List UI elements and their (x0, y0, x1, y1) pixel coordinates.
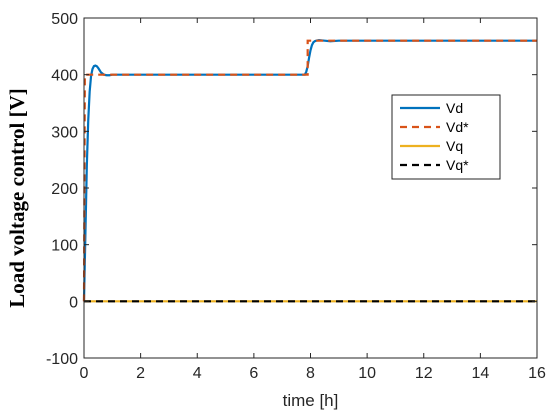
x-tick-label: 8 (306, 365, 315, 382)
x-tick-label: 12 (415, 365, 433, 382)
y-tick-label: 500 (51, 11, 78, 28)
x-tick-label: 4 (193, 365, 202, 382)
legend-label: Vd (446, 100, 463, 116)
y-tick-label: 0 (69, 294, 78, 311)
plot-area-frame (83, 17, 538, 359)
series-line-vd-ref (82, 39, 537, 302)
y-axis-label: Load voltage control [V] (5, 88, 29, 308)
y-tick-label: 300 (51, 124, 78, 141)
legend-label: Vq (446, 138, 463, 154)
x-tick-label: 10 (358, 365, 376, 382)
legend-box (391, 94, 501, 180)
x-tick-label: 14 (471, 365, 489, 382)
x-tick-label: 0 (80, 365, 89, 382)
x-tick-label: 6 (249, 365, 258, 382)
y-tick-label: 200 (51, 181, 78, 198)
x-tick-label: 2 (136, 365, 145, 382)
x-axis-label: time [h] (283, 391, 339, 410)
legend: Vd Vd* Vq Vq* (391, 94, 501, 180)
series-layer (82, 38, 537, 303)
legend-label: Vd* (446, 119, 469, 135)
y-tick-label: -100 (46, 351, 78, 368)
y-tick-label: 400 (51, 68, 78, 85)
y-tick-label: 100 (51, 238, 78, 255)
legend-label: Vq* (446, 157, 469, 173)
x-tick-label: 16 (528, 365, 546, 382)
